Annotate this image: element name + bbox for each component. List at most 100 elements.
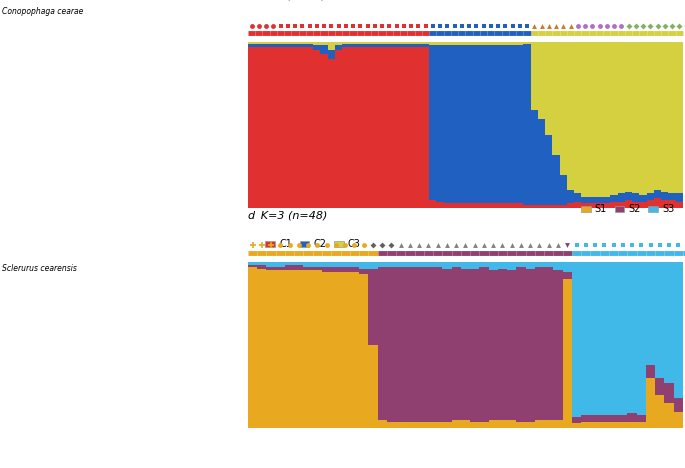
- Bar: [535, 420, 544, 428]
- Bar: [562, 272, 572, 278]
- Bar: [599, 422, 609, 428]
- Bar: [458, 45, 465, 203]
- Bar: [603, 42, 610, 197]
- Bar: [276, 262, 285, 267]
- Bar: [525, 262, 535, 269]
- Bar: [664, 262, 673, 383]
- Bar: [285, 265, 295, 271]
- Bar: [276, 267, 285, 271]
- Bar: [501, 42, 509, 45]
- Bar: [636, 415, 646, 422]
- Bar: [408, 47, 414, 208]
- Bar: [424, 262, 433, 267]
- Bar: [470, 422, 479, 428]
- Bar: [291, 47, 299, 208]
- Bar: [582, 197, 588, 203]
- Bar: [400, 44, 408, 47]
- Bar: [349, 42, 357, 44]
- Bar: [458, 42, 465, 45]
- Bar: [473, 45, 480, 203]
- Bar: [444, 45, 451, 203]
- Bar: [277, 42, 284, 44]
- Bar: [340, 262, 350, 267]
- Bar: [544, 267, 553, 420]
- Bar: [321, 54, 327, 208]
- Bar: [303, 267, 313, 271]
- Bar: [647, 193, 654, 200]
- Bar: [538, 205, 545, 208]
- Bar: [473, 42, 480, 45]
- Bar: [465, 42, 473, 45]
- Bar: [393, 42, 400, 44]
- Bar: [396, 262, 406, 267]
- Bar: [276, 271, 285, 428]
- Bar: [507, 262, 516, 271]
- Bar: [675, 193, 683, 202]
- Bar: [369, 262, 377, 269]
- Bar: [284, 47, 291, 208]
- Bar: [603, 197, 610, 203]
- Bar: [673, 398, 683, 412]
- Bar: [553, 420, 562, 428]
- Bar: [377, 262, 387, 267]
- Bar: [303, 271, 313, 428]
- Bar: [322, 272, 332, 428]
- Bar: [443, 269, 451, 422]
- Bar: [400, 42, 408, 44]
- Bar: [538, 118, 545, 205]
- Bar: [509, 45, 516, 203]
- Bar: [487, 42, 495, 45]
- Bar: [414, 262, 424, 267]
- Bar: [349, 44, 357, 47]
- Bar: [340, 267, 350, 272]
- Bar: [364, 47, 371, 208]
- Bar: [639, 202, 647, 208]
- Bar: [387, 422, 396, 428]
- Bar: [488, 271, 498, 420]
- Bar: [396, 267, 406, 422]
- Bar: [675, 202, 683, 208]
- Bar: [422, 44, 429, 47]
- Bar: [284, 42, 291, 44]
- Bar: [625, 42, 632, 192]
- Bar: [335, 45, 342, 51]
- Bar: [400, 47, 408, 208]
- Bar: [618, 262, 627, 415]
- Bar: [359, 274, 369, 428]
- Bar: [306, 44, 313, 47]
- Bar: [371, 42, 378, 44]
- Bar: [552, 205, 560, 208]
- Bar: [313, 42, 321, 45]
- Bar: [523, 44, 531, 205]
- Bar: [313, 51, 321, 208]
- Bar: [516, 262, 525, 267]
- Bar: [509, 203, 516, 208]
- Bar: [531, 110, 538, 205]
- Bar: [495, 42, 501, 45]
- Bar: [248, 265, 258, 267]
- Bar: [639, 195, 647, 202]
- Bar: [436, 202, 444, 208]
- Bar: [567, 203, 574, 208]
- Bar: [461, 262, 470, 269]
- Bar: [248, 267, 258, 428]
- Bar: [270, 42, 277, 44]
- Bar: [277, 44, 284, 47]
- Bar: [332, 267, 340, 272]
- Bar: [544, 262, 553, 267]
- Bar: [647, 200, 654, 208]
- Bar: [627, 413, 636, 422]
- Bar: [618, 415, 627, 422]
- Bar: [349, 47, 357, 208]
- Bar: [525, 269, 535, 422]
- Bar: [322, 267, 332, 272]
- Bar: [429, 42, 436, 45]
- Bar: [295, 271, 303, 428]
- Bar: [567, 42, 574, 190]
- Bar: [609, 422, 618, 428]
- Bar: [327, 58, 335, 208]
- Bar: [562, 278, 572, 428]
- Bar: [262, 42, 270, 44]
- Bar: [461, 420, 470, 428]
- Bar: [386, 42, 393, 44]
